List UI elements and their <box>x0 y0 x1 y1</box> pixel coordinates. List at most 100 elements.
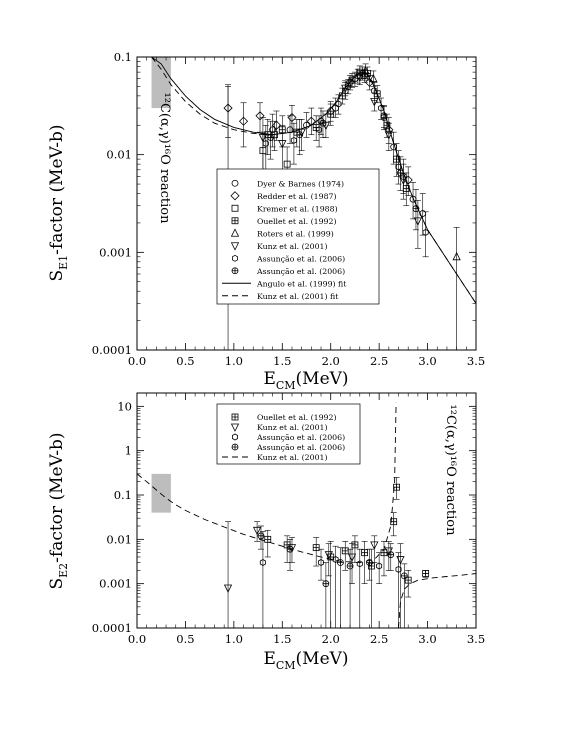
legend-label: Angulo et al. (1999) fit <box>256 279 347 288</box>
data-point <box>336 547 344 628</box>
point-marker <box>403 175 413 185</box>
point-marker <box>322 580 330 588</box>
legend-marker <box>231 413 239 421</box>
point-marker <box>376 562 383 570</box>
marker-diamond <box>271 120 282 130</box>
point-marker <box>287 112 297 123</box>
point-marker <box>267 134 275 141</box>
y-axis-label-main: S <box>47 270 67 282</box>
data-point <box>452 227 461 350</box>
data-point <box>404 570 412 598</box>
point-marker <box>341 547 349 555</box>
point-marker <box>369 73 378 83</box>
point-marker <box>317 559 325 566</box>
data-point <box>306 107 316 136</box>
legend-label: Kremer et al. (1988) <box>257 204 338 213</box>
series-3 <box>257 525 408 628</box>
x-axis-label-sub: CM <box>276 379 296 392</box>
marker-circle <box>303 121 310 129</box>
data-point <box>356 548 363 628</box>
marker-plus <box>412 205 419 212</box>
data-point <box>317 548 325 581</box>
point-marker <box>223 584 233 593</box>
marker-plus <box>405 577 412 584</box>
marker-diamond <box>238 116 249 126</box>
series-1 <box>223 521 405 628</box>
x-axis-label-rest: (MeV) <box>296 649 349 669</box>
marker-hexagon <box>290 136 297 144</box>
data-point <box>361 541 369 584</box>
legend-label: Assunção et al. (2006) <box>256 433 345 442</box>
marker-plus <box>397 169 404 176</box>
data-point <box>370 92 379 112</box>
marker-plus <box>264 536 271 543</box>
marker-circle <box>231 179 239 187</box>
point-marker <box>290 136 297 144</box>
point-marker <box>373 90 381 98</box>
marker-diamond <box>306 116 316 126</box>
legend-marker <box>231 204 239 212</box>
x-tick-label: 2.5 <box>370 354 388 368</box>
legend-label: Kunz et al. (2001) <box>257 423 328 432</box>
legend-item: Kunz et al. (2001) <box>230 242 328 251</box>
point-marker <box>319 119 327 127</box>
point-marker <box>351 541 359 549</box>
y-tick-label: 1 <box>125 444 132 458</box>
point-marker <box>361 549 369 557</box>
x-tick-label: 2.0 <box>322 354 340 368</box>
legend: Ouellet et al. (1992)Kunz et al. (2001)A… <box>216 403 361 465</box>
data-point <box>344 79 352 95</box>
y-axis-label-main: S <box>47 578 67 590</box>
data-point <box>393 143 400 177</box>
reaction-annotation: ¹²C(α,γ)¹⁶O reaction <box>443 405 458 537</box>
legend-label: Kunz et al. (2001) <box>257 242 328 251</box>
legend: Dyer & Barnes (1974) Redder et al. (1987)… <box>216 168 380 305</box>
plot-frame <box>136 56 477 351</box>
marker-diamond <box>287 112 297 123</box>
point-marker <box>390 518 398 526</box>
point-marker <box>332 556 339 563</box>
data-point <box>267 120 275 160</box>
marker-hexagon <box>316 126 323 134</box>
data-point <box>286 539 294 571</box>
point-marker <box>303 121 310 129</box>
point-marker <box>395 163 402 171</box>
x-axis-label-main: E <box>263 649 275 669</box>
legend-label: Redder et al. (1987) <box>257 192 337 201</box>
marker-plus <box>347 563 354 570</box>
legend-item: Assunção et al. (2006) <box>231 254 345 263</box>
point-marker <box>404 576 412 584</box>
point-marker <box>312 544 320 552</box>
legend-marker <box>231 179 239 187</box>
data-point <box>257 525 265 550</box>
point-marker <box>422 570 430 577</box>
data-point <box>393 477 400 500</box>
data-point <box>422 211 429 258</box>
marker-triangle-down <box>258 134 268 143</box>
marker-triangle-down <box>230 423 240 432</box>
point-marker <box>384 131 393 140</box>
series-7 <box>267 66 420 231</box>
point-marker <box>255 111 265 121</box>
marker-plus <box>232 267 238 274</box>
legend-marker <box>230 242 240 251</box>
legend-item: Ouellet et al. (1992) <box>231 217 337 226</box>
marker-hexagon <box>395 565 402 573</box>
point-marker <box>397 169 404 177</box>
point-marker <box>359 69 367 77</box>
series-2 <box>259 531 402 628</box>
marker-hexagon <box>259 559 266 566</box>
y-tick-label: 10 <box>117 399 132 413</box>
legend-item: Redder et al. (1987) <box>230 191 337 201</box>
legend-marker <box>230 228 240 237</box>
panel-e2: 0.0 0.5 1.0 1.5 2.0 2.5 3.0 3.5 0.0001 0.001 0.01 0… <box>47 392 485 672</box>
marker-diamond <box>230 191 240 201</box>
marker-plus <box>387 551 394 558</box>
data-point <box>264 529 272 558</box>
y-tick-label: 0.01 <box>106 148 132 162</box>
marker-triangle-up <box>369 73 378 83</box>
point-marker <box>422 228 429 236</box>
legend-label: Kunz et al. (2001) <box>257 453 328 462</box>
legend-label: Ouellet et al. (1992) <box>257 217 337 226</box>
data-point <box>324 543 333 577</box>
